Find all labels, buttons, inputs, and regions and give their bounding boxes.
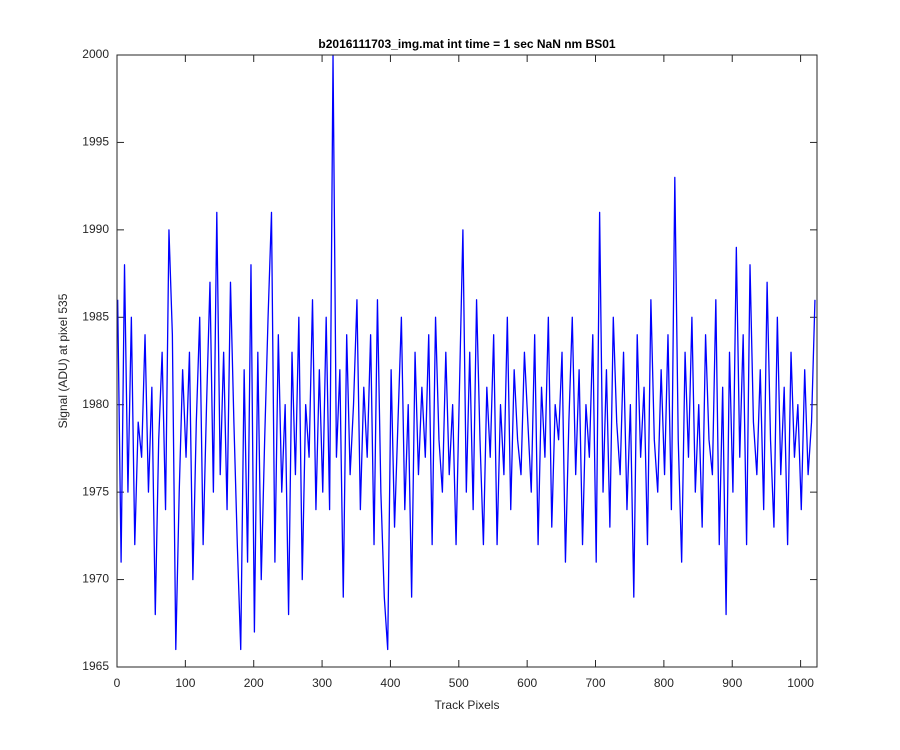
y-tick-label: 1985: [82, 309, 109, 323]
x-tick-label: 800: [654, 676, 674, 690]
x-tick-label: 900: [722, 676, 742, 690]
y-tick-label: 2000: [82, 47, 109, 61]
y-tick-label: 1980: [82, 397, 109, 411]
x-axis-label: Track Pixels: [435, 698, 500, 712]
y-tick-label: 1965: [82, 659, 109, 673]
chart-title: b2016111703_img.mat int time = 1 sec NaN…: [318, 37, 615, 51]
y-tick-label: 1990: [82, 222, 109, 236]
axes-box: [116, 54, 818, 668]
x-tick-label: 100: [175, 676, 195, 690]
x-tick-label: 1000: [787, 676, 814, 690]
x-tick-label: 700: [586, 676, 606, 690]
x-tick-label: 600: [517, 676, 537, 690]
x-tick-label: 400: [380, 676, 400, 690]
y-tick-label: 1975: [82, 484, 109, 498]
x-tick-label: 0: [114, 676, 121, 690]
x-tick-label: 500: [449, 676, 469, 690]
y-axis-label: Signal (ADU) at pixel 535: [56, 293, 70, 428]
data-line: [117, 54, 816, 651]
x-tick-label: 200: [244, 676, 264, 690]
x-tick-label: 300: [312, 676, 332, 690]
y-tick-label: 1970: [82, 572, 109, 586]
y-tick-label: 1995: [82, 135, 109, 149]
